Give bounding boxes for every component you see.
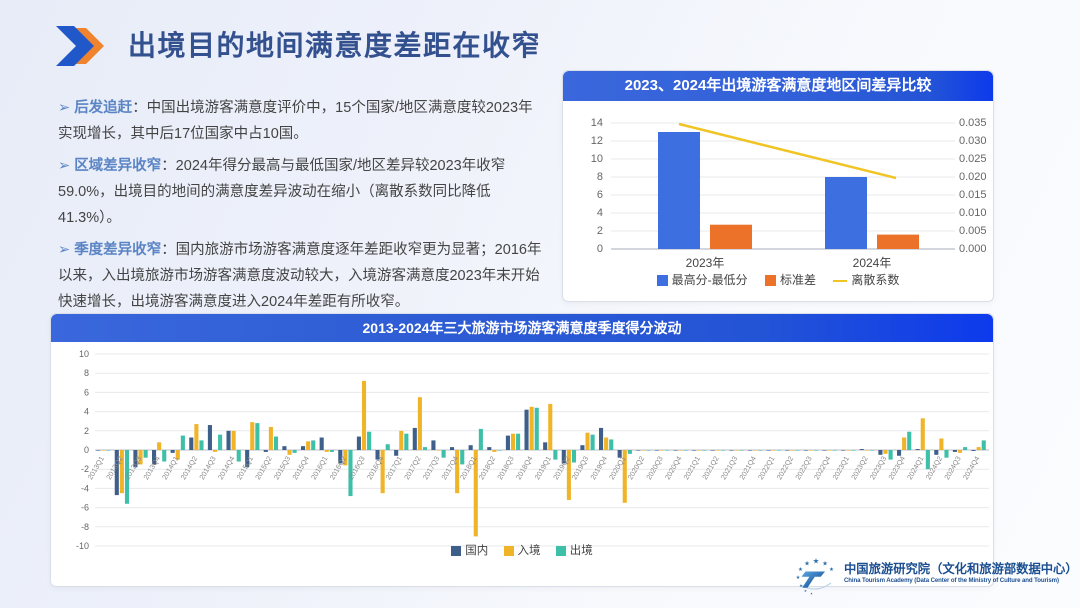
svg-text:2020Q3: 2020Q3 [644, 454, 665, 481]
svg-text:10: 10 [79, 349, 89, 359]
svg-text:★: ★ [804, 560, 810, 567]
svg-text:★: ★ [810, 591, 813, 595]
svg-text:0.025: 0.025 [959, 153, 987, 165]
svg-text:2024年: 2024年 [853, 256, 892, 270]
svg-text:4: 4 [597, 207, 603, 219]
svg-text:8: 8 [597, 171, 603, 183]
svg-text:2023Q3: 2023Q3 [868, 454, 889, 481]
svg-text:0.005: 0.005 [959, 225, 987, 237]
svg-text:0.010: 0.010 [959, 207, 987, 219]
svg-text:★: ★ [829, 566, 834, 573]
svg-text:2021Q1: 2021Q1 [681, 454, 702, 481]
svg-text:14: 14 [591, 117, 603, 129]
svg-text:0.020: 0.020 [959, 171, 987, 183]
svg-text:2021Q3: 2021Q3 [719, 454, 740, 481]
svg-text:2023年: 2023年 [686, 256, 725, 270]
svg-text:2023Q1: 2023Q1 [830, 454, 851, 481]
svg-text:2022Q1: 2022Q1 [756, 454, 777, 481]
svg-text:0: 0 [84, 445, 89, 455]
svg-text:★: ★ [822, 560, 828, 567]
svg-text:2024Q3: 2024Q3 [942, 454, 963, 481]
svg-text:4: 4 [84, 407, 89, 417]
svg-text:2022Q3: 2022Q3 [793, 454, 814, 481]
svg-text:2017Q3: 2017Q3 [421, 454, 442, 481]
svg-text:0.035: 0.035 [959, 117, 987, 129]
svg-text:2015Q3: 2015Q3 [272, 454, 293, 481]
svg-text:10: 10 [591, 153, 603, 165]
svg-text:2024Q4: 2024Q4 [961, 454, 982, 481]
svg-text:0.000: 0.000 [959, 243, 987, 255]
svg-text:2: 2 [597, 225, 603, 237]
svg-text:2019Q1: 2019Q1 [532, 454, 553, 481]
svg-text:0.030: 0.030 [959, 135, 987, 147]
svg-text:2016Q1: 2016Q1 [309, 454, 330, 481]
svg-text:★: ★ [804, 589, 808, 593]
svg-text:12: 12 [591, 135, 603, 147]
svg-text:2024Q1: 2024Q1 [905, 454, 926, 481]
svg-text:2017Q1: 2017Q1 [383, 454, 404, 481]
svg-text:2018Q3: 2018Q3 [495, 454, 516, 481]
svg-text:-8: -8 [81, 522, 89, 532]
svg-text:6: 6 [84, 387, 89, 397]
svg-text:2: 2 [84, 426, 89, 436]
svg-text:-4: -4 [81, 483, 89, 493]
svg-text:0.015: 0.015 [959, 189, 987, 201]
svg-text:8: 8 [84, 368, 89, 378]
svg-text:2014Q3: 2014Q3 [197, 454, 218, 481]
svg-text:-6: -6 [81, 503, 89, 513]
svg-text:★: ★ [798, 566, 803, 573]
svg-text:★: ★ [796, 575, 801, 581]
svg-text:★: ★ [813, 558, 820, 566]
svg-text:0: 0 [597, 243, 603, 255]
svg-text:6: 6 [597, 189, 603, 201]
